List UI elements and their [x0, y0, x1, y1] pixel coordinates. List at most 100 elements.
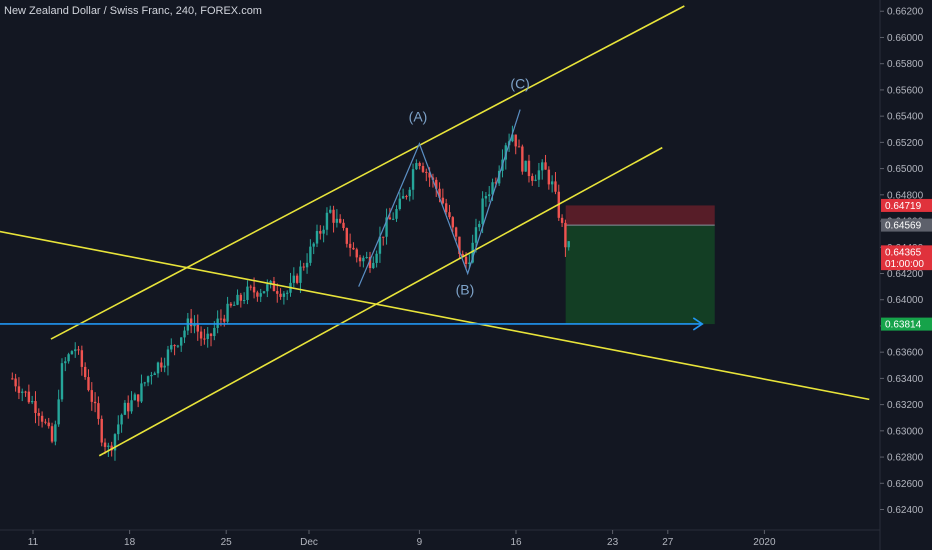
candle-body: [236, 294, 239, 305]
candle-body: [544, 162, 547, 170]
candle-body: [156, 362, 160, 374]
candle-body: [488, 194, 491, 197]
candle-body: [524, 160, 527, 172]
candle-body: [315, 231, 319, 244]
candle-body: [219, 318, 223, 320]
candle-body: [97, 403, 100, 419]
candle-body: [37, 413, 40, 416]
price-tag-box: [881, 198, 932, 212]
candle-body: [435, 179, 438, 189]
price-tag-box: [881, 245, 932, 259]
price-tag-label: 0.64719: [885, 201, 922, 212]
candle-body: [335, 218, 339, 223]
candle-body: [130, 400, 133, 412]
candle-body: [67, 354, 70, 362]
candle-body: [180, 337, 183, 346]
candle-body: [229, 303, 233, 306]
y-tick-label: 0.62400: [887, 505, 924, 516]
candle-body: [74, 349, 77, 352]
x-tick-label: 18: [124, 537, 136, 548]
candle-body: [90, 390, 93, 402]
y-tick-label: 0.64800: [887, 190, 924, 201]
x-tick-label: 25: [221, 537, 233, 548]
candle-body: [87, 377, 90, 391]
candle-body: [554, 181, 557, 192]
candle-body: [458, 236, 461, 254]
x-tick-label: 2020: [753, 537, 776, 548]
plot-area[interactable]: (A) (B) (C): [0, 5, 870, 461]
candle-body: [30, 401, 34, 403]
price-tag-label: 0.64365: [885, 247, 922, 258]
candle-body: [193, 324, 196, 327]
time-axis[interactable]: 11 18 25 Dec 9 16 23 27 2020: [28, 530, 776, 548]
x-tick-label: 16: [510, 537, 522, 548]
candle-body: [388, 217, 392, 220]
candle-body: [391, 218, 395, 220]
candle-body: [209, 333, 213, 337]
price-tag-label: 01:00:00: [885, 259, 924, 270]
candle-body: [136, 394, 140, 402]
candle-body: [451, 217, 454, 228]
y-tick-label: 0.65000: [887, 164, 924, 175]
candle-body: [113, 434, 117, 451]
price-axis-background: [880, 0, 932, 550]
candle-body: [176, 345, 180, 347]
candle-body: [103, 442, 107, 447]
candle-body: [226, 303, 229, 322]
candle-body: [249, 286, 252, 288]
candle-body: [110, 445, 113, 451]
candle-body: [484, 196, 488, 199]
trendline-descending-trendline[interactable]: [0, 230, 870, 401]
candle-body: [418, 163, 421, 167]
candle-body: [302, 266, 305, 268]
candle-body: [246, 286, 249, 300]
candle-body: [140, 383, 143, 402]
candle-body: [358, 257, 362, 262]
candle-body: [342, 222, 345, 229]
candle-body: [547, 169, 551, 185]
candle-body: [517, 146, 521, 148]
candle-body: [120, 414, 123, 425]
candle-body: [372, 262, 375, 269]
candle-body: [438, 188, 441, 198]
candle-body: [285, 292, 289, 294]
candle-body: [329, 209, 332, 213]
candle-body: [57, 399, 60, 425]
trendline-upper-channel[interactable]: [50, 5, 685, 340]
candle-body: [133, 394, 137, 401]
y-tick-label: 0.66000: [887, 33, 924, 44]
y-tick-label: 0.63600: [887, 348, 924, 359]
candle-body: [166, 349, 170, 366]
candle-body: [448, 212, 451, 218]
y-tick-label: 0.63200: [887, 400, 924, 411]
price-tag-box: [881, 218, 932, 232]
candle-body: [425, 171, 428, 173]
candle-body: [375, 253, 378, 263]
candle-body: [276, 291, 279, 294]
candle-body: [21, 391, 24, 393]
wave-path[interactable]: [358, 109, 521, 287]
candle-body: [24, 391, 27, 393]
candle-body: [259, 293, 262, 297]
candle-body: [70, 351, 74, 355]
candle-body: [478, 223, 481, 228]
candle-body: [252, 286, 256, 293]
candle-body: [468, 262, 471, 264]
level-arrowhead: [692, 317, 704, 331]
candle-body: [560, 217, 564, 223]
candle-body: [269, 281, 272, 285]
y-tick-label: 0.66200: [887, 7, 924, 18]
x-tick-label: 9: [417, 537, 423, 548]
candle-body: [355, 249, 358, 258]
candle-body: [408, 189, 411, 197]
candle-body: [395, 209, 398, 219]
candle-body: [550, 181, 554, 185]
candle-body: [348, 243, 352, 248]
trendline-lower-channel[interactable]: [98, 146, 663, 457]
candle-body: [531, 176, 534, 181]
candle-body: [47, 422, 50, 427]
candle-body: [511, 134, 514, 142]
